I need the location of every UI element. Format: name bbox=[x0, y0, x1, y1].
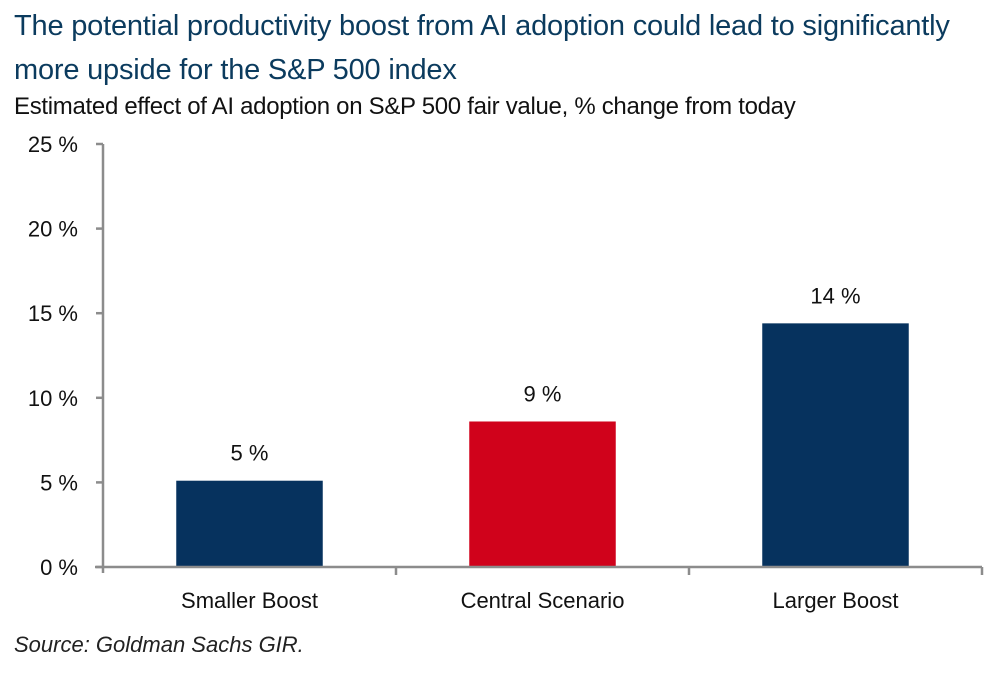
x-category-label: Central Scenario bbox=[461, 588, 625, 613]
y-tick-label: 10 % bbox=[28, 386, 78, 411]
y-tick-label: 15 % bbox=[28, 301, 78, 326]
category-labels: Smaller Boost Central Scenario Larger Boos… bbox=[181, 588, 898, 613]
data-label: 14 % bbox=[810, 283, 860, 308]
chart-title: The potential productivity boost from AI… bbox=[14, 10, 950, 86]
axes bbox=[95, 144, 984, 575]
data-label: 5 % bbox=[231, 441, 269, 466]
y-tick-label: 25 % bbox=[28, 132, 78, 157]
y-tick-label: 0 % bbox=[40, 555, 78, 580]
bar-larger-boost bbox=[762, 323, 909, 567]
x-category-label: Larger Boost bbox=[773, 588, 899, 613]
data-label: 9 % bbox=[524, 381, 562, 406]
bar-central-scenario bbox=[469, 421, 616, 567]
bars bbox=[176, 323, 909, 567]
data-labels: 5 % 9 % 14 % bbox=[231, 283, 861, 465]
chart-subtitle: Estimated effect of AI adoption on S&P 5… bbox=[14, 93, 796, 120]
source-note: Source: Goldman Sachs GIR. bbox=[14, 632, 304, 657]
y-tick-label: 20 % bbox=[28, 217, 78, 242]
y-tick-label: 5 % bbox=[40, 470, 78, 495]
y-axis-ticks: 0 % 5 % 10 % 15 % 20 % 25 % bbox=[28, 132, 103, 580]
bar-smaller-boost bbox=[176, 480, 323, 567]
x-category-label: Smaller Boost bbox=[181, 588, 318, 613]
